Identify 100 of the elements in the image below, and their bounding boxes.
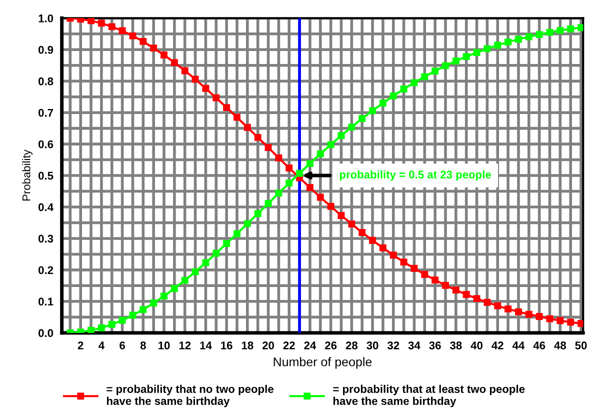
point [567,25,574,32]
y-tick-label: 0.4 [38,203,54,212]
point [536,313,543,320]
y-tick-label: 0.5 [38,172,54,180]
x-axis-title: Number of people [274,357,372,369]
point [432,276,439,284]
x-tick-label: 10 [158,342,170,350]
x-tick-label: 16 [221,342,232,350]
point [379,100,386,107]
point [504,305,512,312]
legend-label: = probability that at least two people have the same birthday [333,384,525,408]
point [275,190,282,197]
point [223,240,230,247]
point [118,27,126,34]
x-tick-label: 6 [120,342,125,350]
point [400,86,408,92]
x-tick-label: 32 [387,342,400,350]
y-tick-label: 0.8 [38,77,54,86]
point [410,79,418,86]
point [421,270,428,278]
point [484,298,491,306]
point [462,291,470,298]
point [410,264,418,272]
point [494,42,502,49]
point [181,276,188,284]
point [338,132,345,140]
point [338,212,345,219]
point [546,28,554,36]
point [556,26,564,34]
point [150,300,158,306]
point [379,244,386,252]
point [473,49,480,56]
point [170,285,178,292]
point [88,326,95,333]
annotation: probability = 0.5 at 23 people [340,170,491,181]
point [244,124,251,131]
point [400,258,408,266]
legend-label: = probability that no two people have the same birthday [106,384,274,408]
point [212,94,220,102]
point [452,58,460,64]
point [348,124,356,131]
point [473,295,480,302]
point [129,312,136,319]
point [140,38,147,45]
point [567,318,574,326]
point [515,308,522,316]
x-tick-label: 4 [98,342,104,350]
point [108,23,116,30]
point [286,180,293,187]
point [462,53,470,60]
point [494,302,502,310]
point [234,114,240,121]
x-tick-label: 14 [200,342,212,350]
point [578,24,584,32]
y-tick-label: 0.3 [38,234,54,243]
point [536,31,543,38]
y-tick-label: 0.1 [38,298,54,306]
point [525,33,532,40]
point [223,104,230,112]
point [192,76,199,83]
point [348,220,356,228]
point [192,268,199,276]
point [358,115,366,122]
point [442,62,449,70]
point [108,320,116,328]
point [369,236,376,244]
point [160,292,168,300]
point [421,73,428,80]
point [98,20,105,27]
point [254,134,262,141]
y-tick-label: 0.0 [38,329,54,338]
point [140,306,147,314]
x-tick-label: 12 [179,342,191,350]
x-tick-label: 2 [78,342,84,350]
point [306,160,314,168]
x-tick-label: 30 [366,342,378,350]
y-tick-label: 0.9 [38,46,54,54]
x-tick-label: 46 [533,342,546,350]
x-tick-label: 8 [140,342,146,350]
point [296,170,304,177]
point [316,194,324,201]
point [546,315,554,322]
x-tick-label: 22 [283,342,295,350]
point [275,154,282,162]
point [202,84,210,92]
x-tick-label: 36 [429,342,441,350]
point [264,144,272,151]
x-tick-label: 38 [450,342,462,350]
point [390,92,397,100]
point [432,68,439,75]
point [181,67,188,74]
point [515,36,522,43]
y-tick-label: 0.2 [38,266,54,274]
point [244,220,251,228]
y-tick-label: 0.6 [38,140,54,148]
point [202,259,210,266]
x-tick-label: 20 [262,342,274,350]
point [88,18,95,24]
point [369,107,376,114]
point [316,150,324,158]
